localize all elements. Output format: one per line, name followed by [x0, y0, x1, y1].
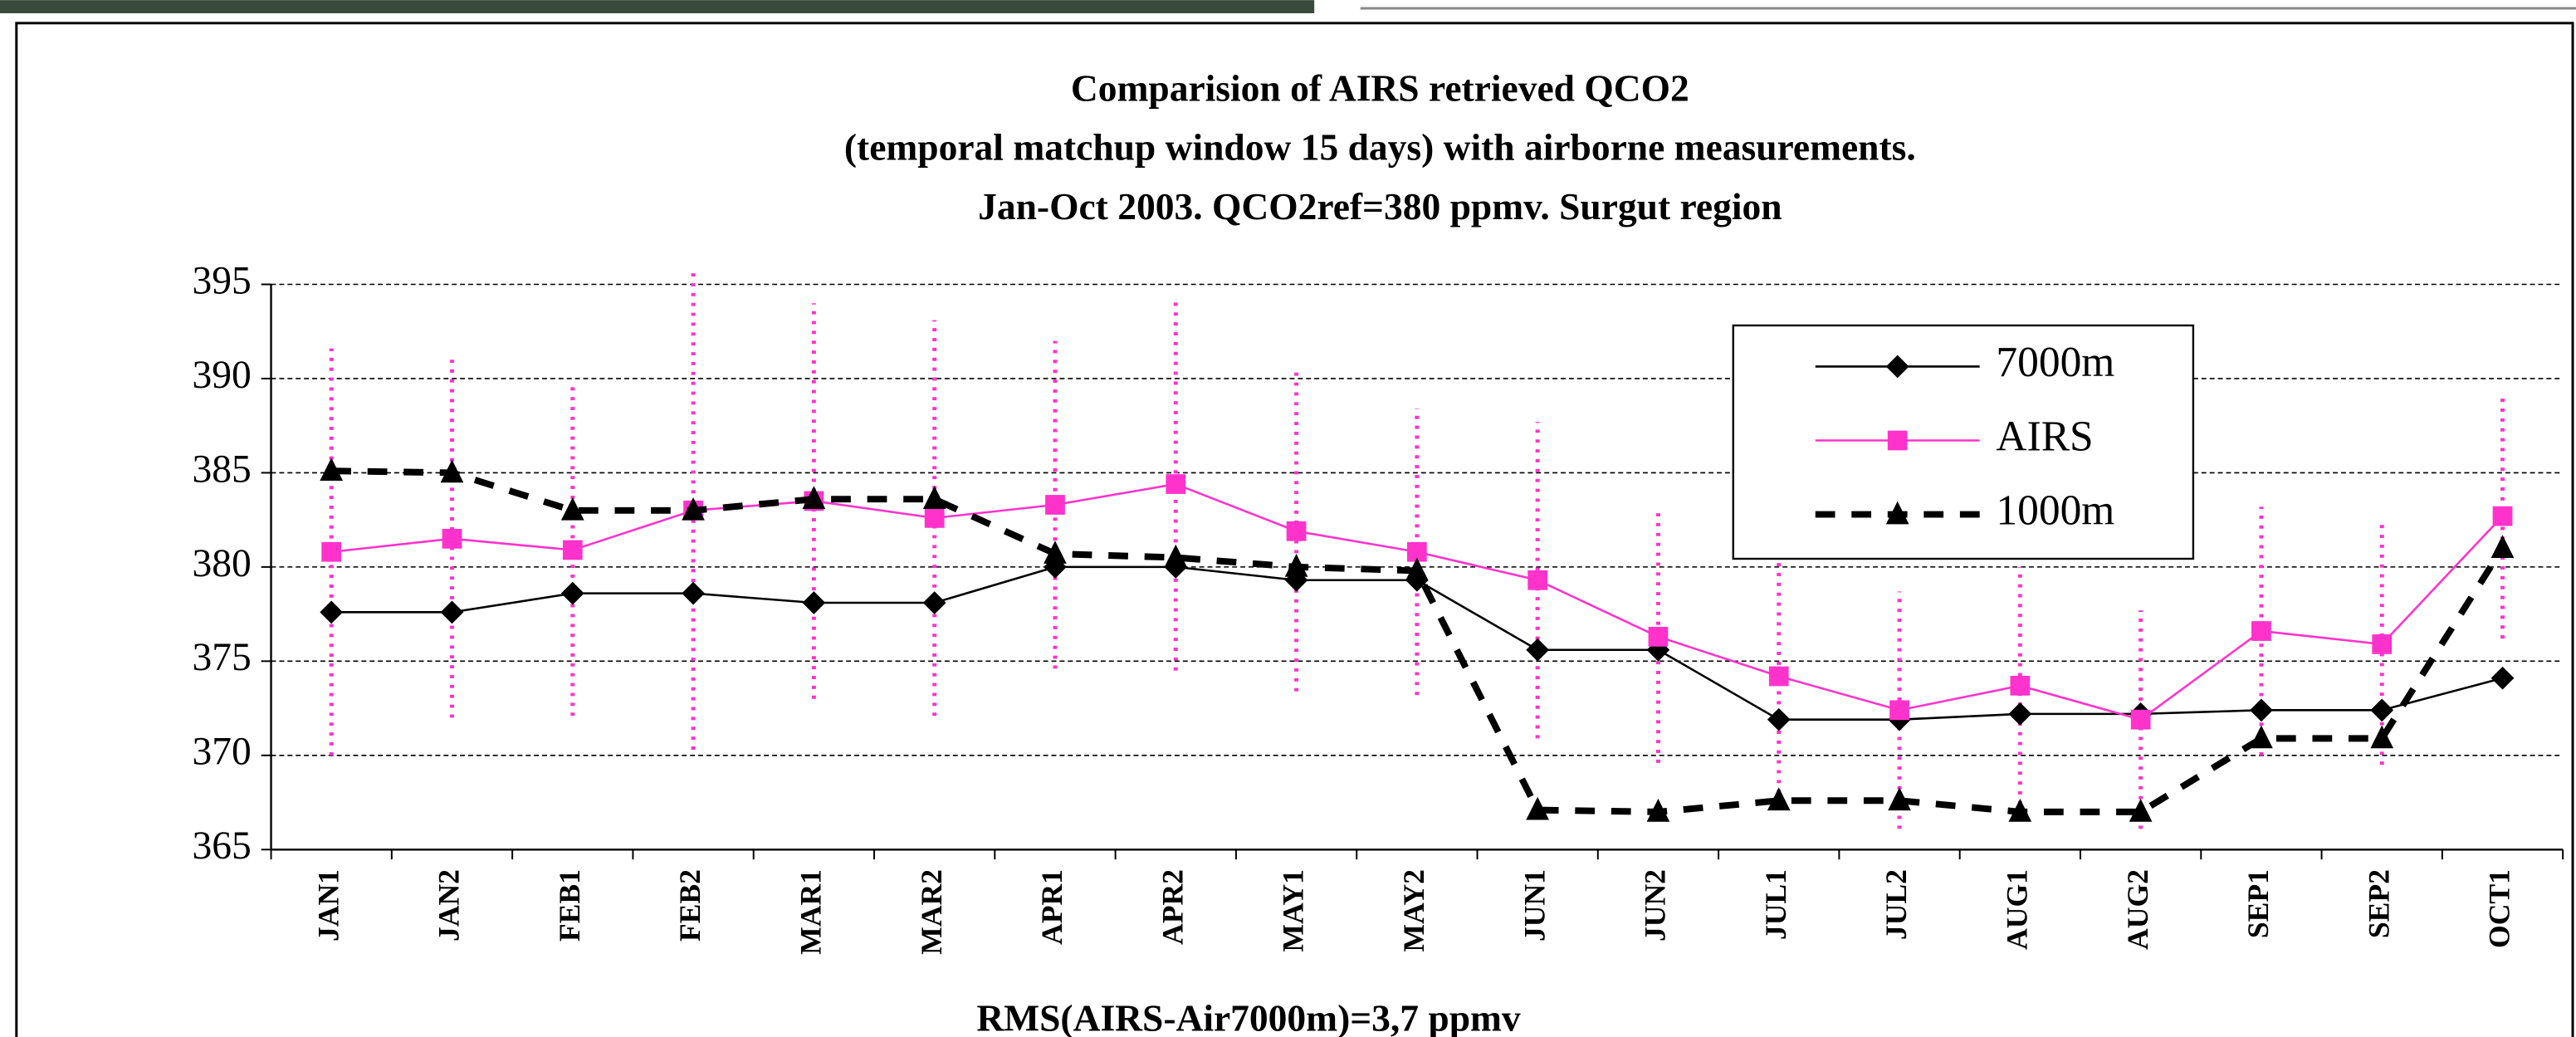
marker [802, 486, 826, 510]
x-tick-label: MAY2 [1397, 869, 1430, 952]
x-tick-label: APR1 [1035, 869, 1068, 945]
marker [1284, 554, 1308, 577]
marker [924, 508, 945, 528]
x-tick-label: JUL1 [1759, 869, 1792, 940]
y-tick-label: 370 [193, 731, 252, 774]
footnote: RMS(AIRS-Air7000m)=3,7 ppmv [976, 996, 1521, 1037]
marker [2372, 634, 2393, 654]
marker [2250, 698, 2273, 722]
marker [2370, 698, 2394, 722]
x-tick-label: SEP1 [2241, 869, 2275, 938]
x-tick-label: APR2 [1156, 869, 1189, 945]
marker [2250, 725, 2273, 749]
chart-frame [15, 22, 2574, 1037]
x-tick-label: JUL2 [1879, 869, 1913, 940]
marker [802, 591, 826, 614]
y-tick-label: 395 [193, 259, 252, 302]
marker [1528, 570, 1548, 590]
x-tick-label: JAN2 [433, 869, 466, 942]
chart-title: (temporal matchup window 15 days) with a… [844, 126, 1916, 169]
marker [440, 600, 464, 624]
marker [2008, 702, 2032, 726]
marker [440, 459, 464, 483]
x-tick-label: JAN1 [311, 869, 345, 942]
marker [1286, 521, 1307, 541]
marker [682, 496, 705, 521]
y-tick-label: 385 [193, 448, 252, 491]
x-tick-label: JUN1 [1518, 869, 1551, 942]
y-tick-label: 380 [193, 542, 252, 585]
marker [1768, 666, 1789, 687]
marker [2010, 675, 2031, 696]
x-tick-label: FEB1 [553, 869, 586, 942]
marker [1767, 787, 1791, 811]
legend-label: 1000m [1996, 487, 2114, 534]
marker [562, 540, 583, 560]
y-tick-label: 390 [193, 354, 252, 397]
marker [1885, 501, 1909, 525]
marker [1166, 474, 1186, 494]
marker [1526, 638, 1549, 662]
photo-strip [0, 0, 1315, 13]
marker [1646, 799, 1670, 822]
marker [1044, 541, 1067, 564]
marker [1045, 495, 1065, 515]
marker [1405, 557, 1429, 581]
marker [2490, 535, 2515, 559]
x-tick-label: FEB2 [673, 869, 706, 942]
marker [2251, 621, 2271, 641]
marker [2492, 506, 2513, 526]
marker [2490, 666, 2515, 690]
marker [682, 581, 705, 605]
x-tick-label: MAR2 [915, 869, 948, 955]
marker [442, 528, 462, 549]
marker [922, 486, 946, 510]
marker [1648, 626, 1669, 647]
x-tick-label: AUG1 [2001, 869, 2034, 950]
marker [1888, 787, 1911, 811]
x-tick-label: MAR1 [794, 869, 828, 955]
marker [2130, 709, 2151, 730]
marker [1889, 700, 1909, 721]
marker [1887, 430, 1908, 451]
x-tick-label: MAY1 [1277, 869, 1310, 952]
marker [321, 541, 342, 562]
marker [320, 457, 344, 482]
x-tick-label: JUN2 [1639, 869, 1672, 942]
marker [1164, 544, 1188, 568]
x-tick-label: SEP2 [2362, 869, 2395, 938]
x-tick-label: AUG2 [2121, 869, 2154, 950]
chart-title: Comparision of AIRS retrieved QCO2 [1071, 66, 1689, 109]
marker [2370, 725, 2394, 749]
marker [1767, 707, 1791, 731]
marker [922, 591, 946, 614]
marker [2129, 799, 2153, 822]
y-tick-label: 375 [193, 636, 252, 679]
marker [560, 581, 584, 605]
marker [1406, 541, 1427, 562]
legend-box [1732, 324, 2195, 560]
x-tick-label: OCT1 [2483, 869, 2516, 948]
marker [1526, 796, 1549, 820]
marker [560, 496, 584, 521]
y-tick-label: 365 [193, 824, 252, 868]
chart-title: Jan-Oct 2003. QCO2ref=380 ppmv. Surgut r… [978, 185, 1782, 227]
legend-label: AIRS [1996, 413, 2093, 460]
marker [2008, 799, 2032, 822]
legend-label: 7000m [1996, 339, 2114, 386]
marker [320, 600, 344, 624]
